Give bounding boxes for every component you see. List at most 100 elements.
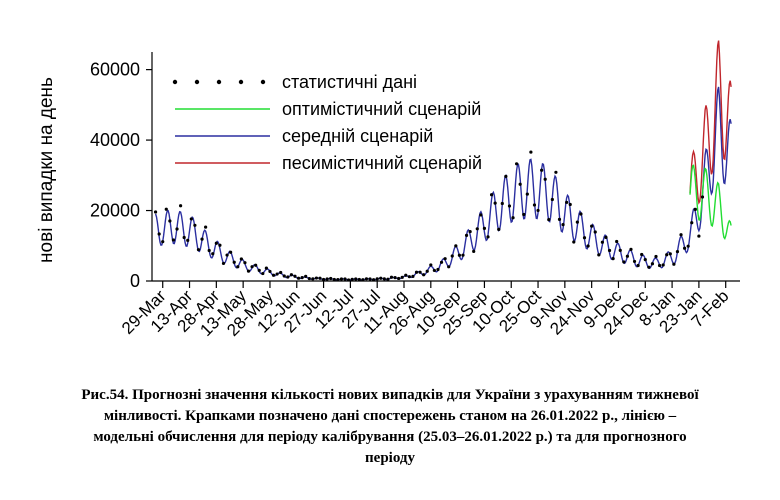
data-point <box>379 276 383 280</box>
series-pessimistic-line <box>689 40 732 205</box>
data-point <box>225 253 229 257</box>
data-point <box>693 207 697 211</box>
caption-line-3: модельні обчислення для періоду калібрув… <box>93 429 687 445</box>
data-point <box>232 260 236 264</box>
data-point <box>643 258 647 262</box>
data-point <box>318 276 322 280</box>
data-point <box>468 229 472 234</box>
data-point <box>200 237 204 241</box>
data-point <box>229 250 233 254</box>
legend-marker-dot <box>194 79 200 85</box>
data-point <box>175 227 179 231</box>
data-point <box>647 265 651 269</box>
data-point <box>682 246 687 250</box>
data-point <box>207 248 211 253</box>
data-point <box>607 248 612 253</box>
data-point <box>550 197 554 202</box>
data-point <box>629 247 633 251</box>
data-point <box>590 224 594 228</box>
data-point <box>357 277 361 282</box>
data-point <box>350 277 354 281</box>
data-point <box>486 235 490 239</box>
data-point <box>368 277 372 281</box>
data-point <box>275 272 279 276</box>
data-point <box>582 236 587 240</box>
data-point <box>304 274 308 278</box>
plot-area <box>153 40 732 282</box>
data-point <box>414 270 419 274</box>
series-medium-line <box>154 86 732 281</box>
data-point <box>597 253 601 257</box>
data-point <box>436 267 440 272</box>
data-point <box>211 252 215 256</box>
data-point <box>672 262 676 266</box>
data-point <box>404 273 408 277</box>
data-point <box>432 268 436 273</box>
data-point <box>425 269 429 273</box>
data-point <box>464 233 469 237</box>
legend-marker-dot <box>238 79 244 85</box>
legend-label: статистичні дані <box>282 72 417 92</box>
data-point <box>461 253 465 257</box>
data-point <box>325 277 329 281</box>
data-point <box>475 227 479 231</box>
data-point <box>268 269 272 274</box>
data-point <box>632 259 637 264</box>
data-point <box>532 203 537 207</box>
data-point <box>243 261 247 265</box>
data-point <box>514 162 519 166</box>
data-point <box>257 268 261 273</box>
data-point <box>246 269 251 273</box>
data-point <box>600 240 604 244</box>
data-point <box>511 216 515 220</box>
data-point <box>675 249 680 254</box>
data-point <box>411 274 415 279</box>
data-point <box>547 217 551 222</box>
data-point <box>690 221 694 225</box>
data-point <box>618 248 622 252</box>
caption-line-2: мінливості. Крапками позначено дані спос… <box>103 408 677 424</box>
y-axis-title: нові випадки на день <box>36 77 57 263</box>
data-point <box>343 277 347 281</box>
data-point <box>679 233 683 237</box>
data-point <box>579 212 583 216</box>
data-point <box>422 273 426 277</box>
data-point <box>586 244 590 248</box>
data-point <box>354 277 358 281</box>
data-point <box>293 274 297 278</box>
data-point <box>611 257 615 261</box>
data-point <box>339 277 344 281</box>
data-point <box>250 265 254 269</box>
data-point <box>311 277 315 281</box>
data-point <box>479 213 483 217</box>
data-point <box>561 222 565 227</box>
data-point <box>236 265 240 269</box>
data-point <box>654 254 658 259</box>
data-point <box>557 217 562 221</box>
data-point <box>239 257 243 261</box>
data-point <box>193 223 197 227</box>
legend-marker-dot <box>260 79 266 85</box>
data-point <box>314 276 319 280</box>
data-point <box>572 240 576 244</box>
legend-marker-dot <box>172 79 178 85</box>
data-point <box>286 275 290 279</box>
data-point <box>636 263 640 268</box>
data-point <box>332 277 336 282</box>
data-point <box>443 257 447 261</box>
y-tick-label: 60000 <box>90 60 140 80</box>
data-point <box>153 210 158 214</box>
data-point <box>454 244 458 248</box>
data-point <box>307 276 311 281</box>
data-point <box>375 277 379 281</box>
data-point <box>497 227 501 231</box>
legend-marker-dot <box>216 79 222 85</box>
data-point <box>271 273 276 277</box>
data-point <box>386 277 390 281</box>
data-point <box>450 254 454 258</box>
data-point <box>264 266 268 270</box>
data-point <box>393 276 397 280</box>
data-point <box>457 253 462 257</box>
data-point <box>214 241 218 245</box>
data-point <box>697 234 701 238</box>
